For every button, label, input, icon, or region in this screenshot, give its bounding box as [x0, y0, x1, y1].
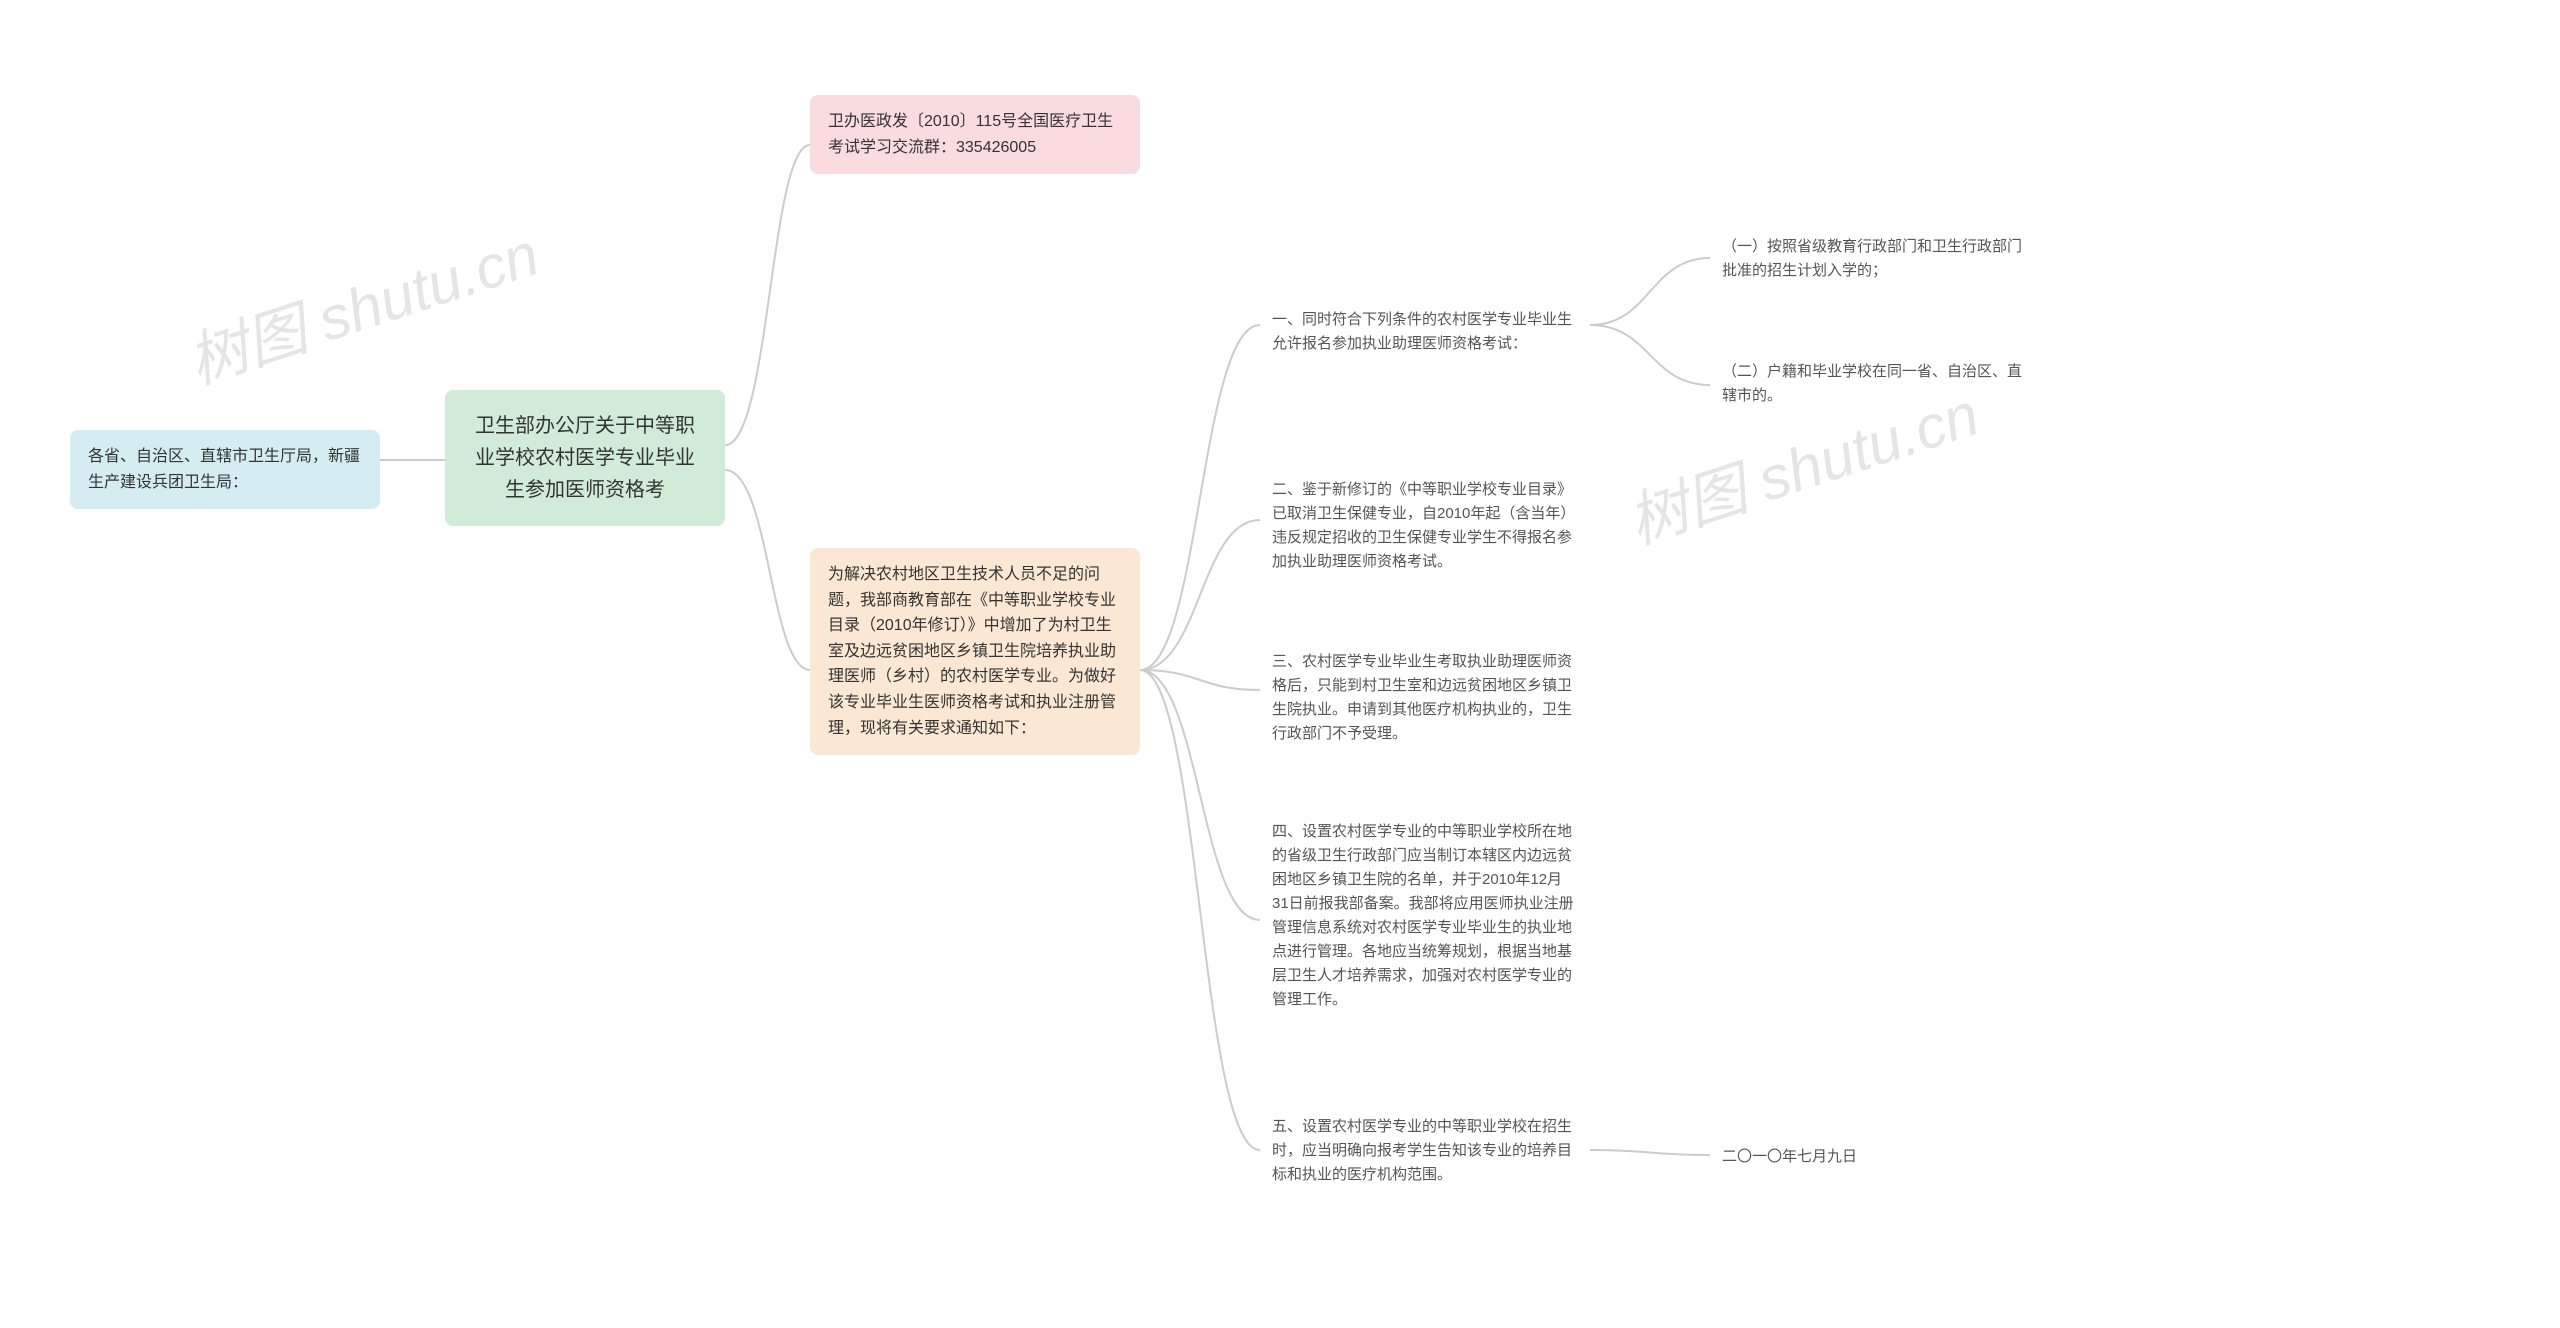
item1-sub1: （一）按照省级教育行政部门和卫生行政部门批准的招生计划入学的；	[1710, 225, 2040, 293]
item5-enrollment: 五、设置农村医学专业的中等职业学校在招生时，应当明确向报考学生告知该专业的培养目…	[1260, 1105, 1590, 1197]
left-recipient-node: 各省、自治区、直辖市卫生厅局，新疆生产建设兵团卫生局：	[70, 430, 380, 509]
branch2-intro: 为解决农村地区卫生技术人员不足的问题，我部商教育部在《中等职业学校专业目录（20…	[810, 548, 1140, 755]
watermark-1: 树图 shutu.cn	[175, 206, 548, 401]
item3-practice-scope: 三、农村医学专业毕业生考取执业助理医师资格后，只能到村卫生室和边远贫困地区乡镇卫…	[1260, 640, 1590, 756]
item4-management: 四、设置农村医学专业的中等职业学校所在地的省级卫生行政部门应当制订本辖区内边远贫…	[1260, 810, 1590, 1022]
item5-date: 二〇一〇年七月九日	[1710, 1135, 1910, 1179]
branch1-document-number: 卫办医政发〔2010〕115号全国医疗卫生考试学习交流群：335426005	[810, 95, 1140, 174]
item2-catalog: 二、鉴于新修订的《中等职业学校专业目录》已取消卫生保健专业，自2010年起（含当…	[1260, 468, 1590, 584]
root-title-node: 卫生部办公厅关于中等职业学校农村医学专业毕业生参加医师资格考	[445, 390, 725, 526]
item1-conditions: 一、同时符合下列条件的农村医学专业毕业生允许报名参加执业助理医师资格考试：	[1260, 298, 1590, 366]
item1-sub2: （二）户籍和毕业学校在同一省、自治区、直辖市的。	[1710, 350, 2040, 418]
